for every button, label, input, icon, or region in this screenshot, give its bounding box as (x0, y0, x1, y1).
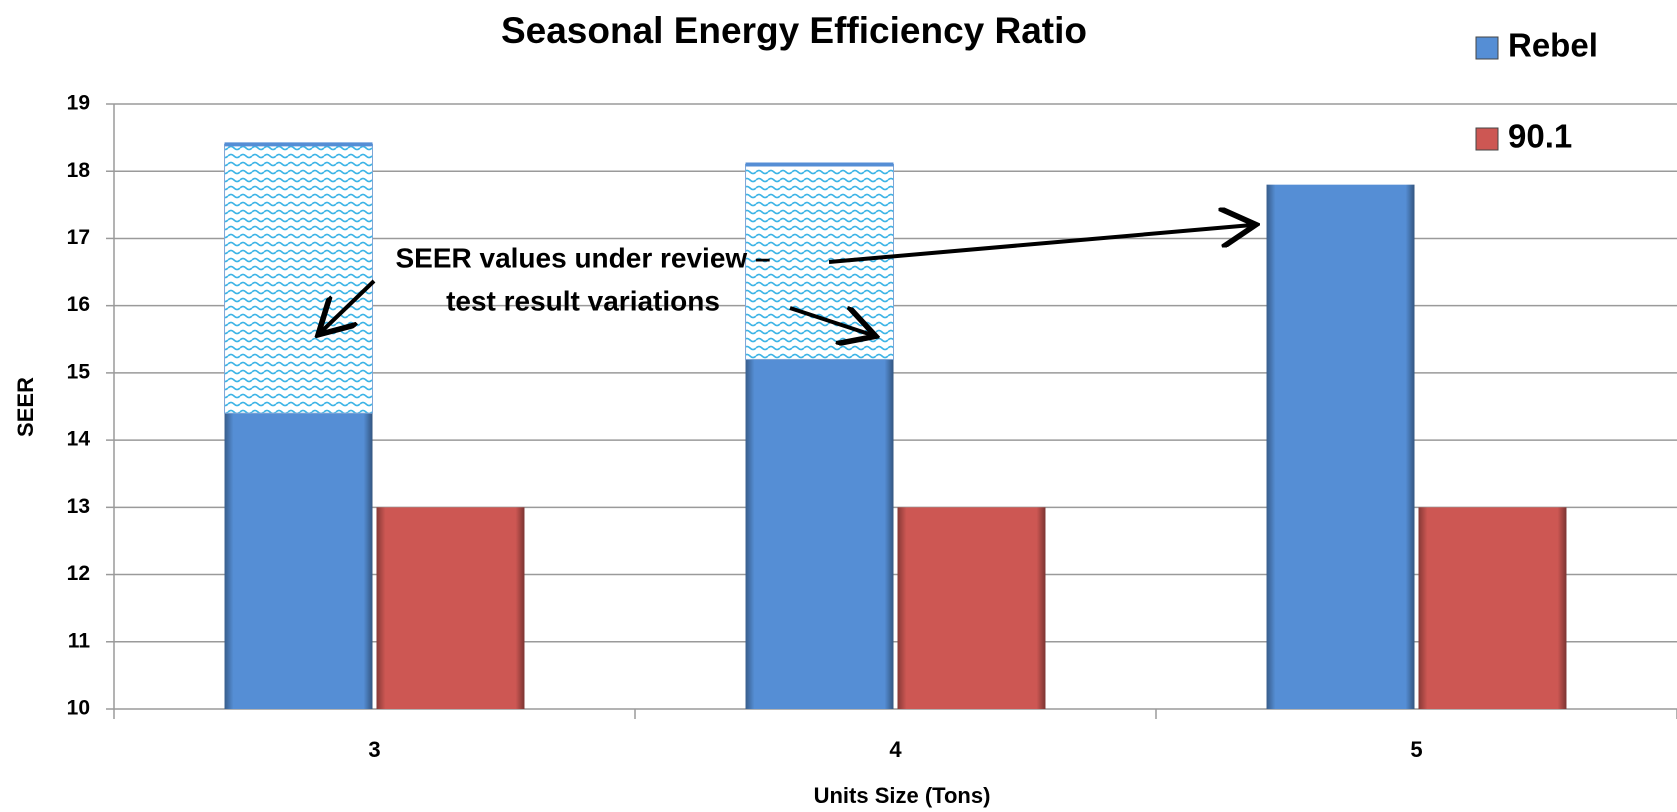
annotation-text: SEER values under review – (395, 242, 770, 273)
x-axis-label: Units Size (Tons) (814, 783, 991, 808)
y-tick-label: 13 (67, 495, 90, 518)
legend-swatch (1475, 127, 1499, 151)
y-tick-label: 11 (68, 629, 91, 652)
x-tick-label: 3 (368, 737, 380, 762)
bar (376, 507, 525, 709)
y-tick-label: 12 (67, 562, 90, 585)
x-tick-label: 4 (889, 737, 902, 762)
y-tick-label: 17 (67, 226, 90, 249)
y-tick-label: 15 (67, 360, 91, 383)
y-tick-label: 14 (67, 428, 91, 451)
y-tick-label: 16 (67, 293, 90, 316)
chart-title: Seasonal Energy Efficiency Ratio (501, 10, 1087, 51)
arrow (321, 279, 376, 332)
arrow (828, 225, 1252, 264)
legend-label: Rebel (1508, 27, 1598, 64)
bar (1418, 507, 1567, 709)
legend-label: 90.1 (1508, 118, 1572, 155)
y-tick-label: 18 (67, 159, 91, 182)
review-segment (224, 143, 373, 414)
grid: 10 11 12 13 14 15 16 17 18 19 (67, 92, 1677, 720)
y-tick-label: 19 (67, 92, 90, 115)
bars (224, 142, 1567, 709)
bar (1266, 184, 1415, 709)
y-tick-label: 10 (67, 697, 90, 720)
bar (745, 359, 894, 709)
legend-swatch (1475, 36, 1499, 60)
arrow (789, 308, 872, 335)
annotation: SEER values under review – test result va… (321, 225, 1252, 335)
bar (897, 507, 1046, 709)
x-tick-label: 5 (1410, 737, 1422, 762)
annotation-text: test result variations (446, 285, 720, 316)
y-axis-label: SEER (13, 377, 38, 437)
bar (224, 413, 373, 709)
legend: Rebel 90.1 (1475, 27, 1598, 155)
